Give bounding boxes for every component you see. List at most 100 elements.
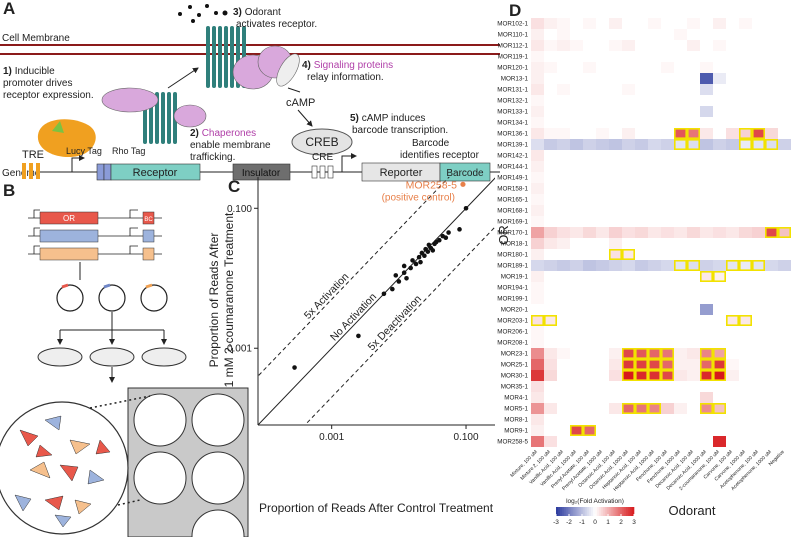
heat-cell — [648, 381, 661, 392]
heat-cell — [596, 425, 609, 436]
heat-cell — [674, 128, 687, 139]
heat-cell — [661, 282, 674, 293]
colorbar-tick-label: 1 — [606, 519, 610, 526]
heat-cell — [596, 293, 609, 304]
heat-cell — [752, 139, 765, 150]
heat-cell — [570, 161, 583, 172]
heat-cell — [544, 359, 557, 370]
colorbar-segment — [585, 507, 588, 516]
heat-cell — [700, 95, 713, 106]
heat-cell — [687, 414, 700, 425]
heat-cell — [687, 227, 700, 238]
heat-cell — [674, 106, 687, 117]
outline — [647, 402, 661, 414]
heat-cell — [687, 271, 700, 282]
heat-cell — [765, 216, 778, 227]
heat-cell — [570, 117, 583, 128]
heat-cell — [687, 139, 700, 150]
heat-cell — [778, 293, 791, 304]
heat-cell — [674, 315, 687, 326]
step-2: 2) Chaperones — [190, 128, 256, 139]
heat-cell — [674, 271, 687, 282]
outline — [621, 249, 635, 261]
heat-cell — [765, 205, 778, 216]
heat-cell — [570, 436, 583, 447]
outline — [686, 139, 700, 151]
heat-cell — [583, 51, 596, 62]
heat-cell — [739, 18, 752, 29]
heat-cell — [661, 260, 674, 271]
heat-cell — [635, 359, 648, 370]
heat-cell — [778, 139, 791, 150]
heat-cell — [726, 117, 739, 128]
heat-cell — [674, 62, 687, 73]
heat-cell — [661, 293, 674, 304]
heat-cell — [661, 436, 674, 447]
heat-cell — [674, 425, 687, 436]
heat-cell — [765, 84, 778, 95]
heat-cell — [570, 183, 583, 194]
heat-cell — [557, 249, 570, 260]
heat-cell — [648, 304, 661, 315]
row-label: MOR194-1 — [497, 285, 528, 292]
heat-cell — [739, 40, 752, 51]
heat-cell — [739, 414, 752, 425]
heat-cell — [661, 381, 674, 392]
heat-cell — [622, 106, 635, 117]
heat-cell — [544, 260, 557, 271]
row-label: MOR165-1 — [497, 197, 528, 204]
heat-cell — [765, 238, 778, 249]
heat-cell — [661, 249, 674, 260]
heat-cell — [648, 128, 661, 139]
heat-cell — [674, 194, 687, 205]
heat-cell — [544, 403, 557, 414]
heat-cell — [531, 315, 544, 326]
heat-cell — [648, 293, 661, 304]
row-label: MOR208-1 — [497, 340, 528, 347]
heat-cell — [596, 392, 609, 403]
heat-cell — [765, 271, 778, 282]
heat-cell — [661, 194, 674, 205]
heat-cell — [557, 348, 570, 359]
heat-cell — [635, 62, 648, 73]
reference-label: No Activation — [328, 291, 379, 344]
heat-cell — [531, 73, 544, 84]
heat-cell — [752, 359, 765, 370]
heat-cell — [570, 304, 583, 315]
heat-cell — [726, 326, 739, 337]
heat-cell — [713, 216, 726, 227]
heat-cell — [778, 238, 791, 249]
heat-cell — [583, 359, 596, 370]
heat-cell — [752, 205, 765, 216]
heat-cell — [557, 436, 570, 447]
heat-cell — [661, 73, 674, 84]
heat-cell — [687, 304, 700, 315]
heat-cell — [687, 161, 700, 172]
heat-cell — [531, 183, 544, 194]
heat-cell — [700, 370, 713, 381]
heat-cell — [596, 414, 609, 425]
heat-cell — [570, 238, 583, 249]
outline — [738, 139, 752, 151]
heat-cell — [622, 117, 635, 128]
heat-cell — [713, 51, 726, 62]
heat-cell — [648, 315, 661, 326]
heat-cell — [661, 161, 674, 172]
heat-cell — [583, 106, 596, 117]
step-4: 4) Signaling proteins — [302, 60, 393, 71]
heat-cell — [635, 18, 648, 29]
heat-cell — [570, 337, 583, 348]
colorbar-segment — [556, 507, 559, 516]
heat-cell — [713, 18, 726, 29]
heat-cell — [765, 293, 778, 304]
colorbar-segment — [632, 507, 635, 516]
bc-gene — [142, 247, 155, 261]
heat-cell — [635, 139, 648, 150]
heat-cell — [544, 414, 557, 425]
outline — [686, 128, 700, 140]
row-label: MOR20-1 — [501, 307, 529, 314]
heat-cell — [557, 370, 570, 381]
heat-cell — [778, 18, 791, 29]
outline — [608, 249, 622, 261]
